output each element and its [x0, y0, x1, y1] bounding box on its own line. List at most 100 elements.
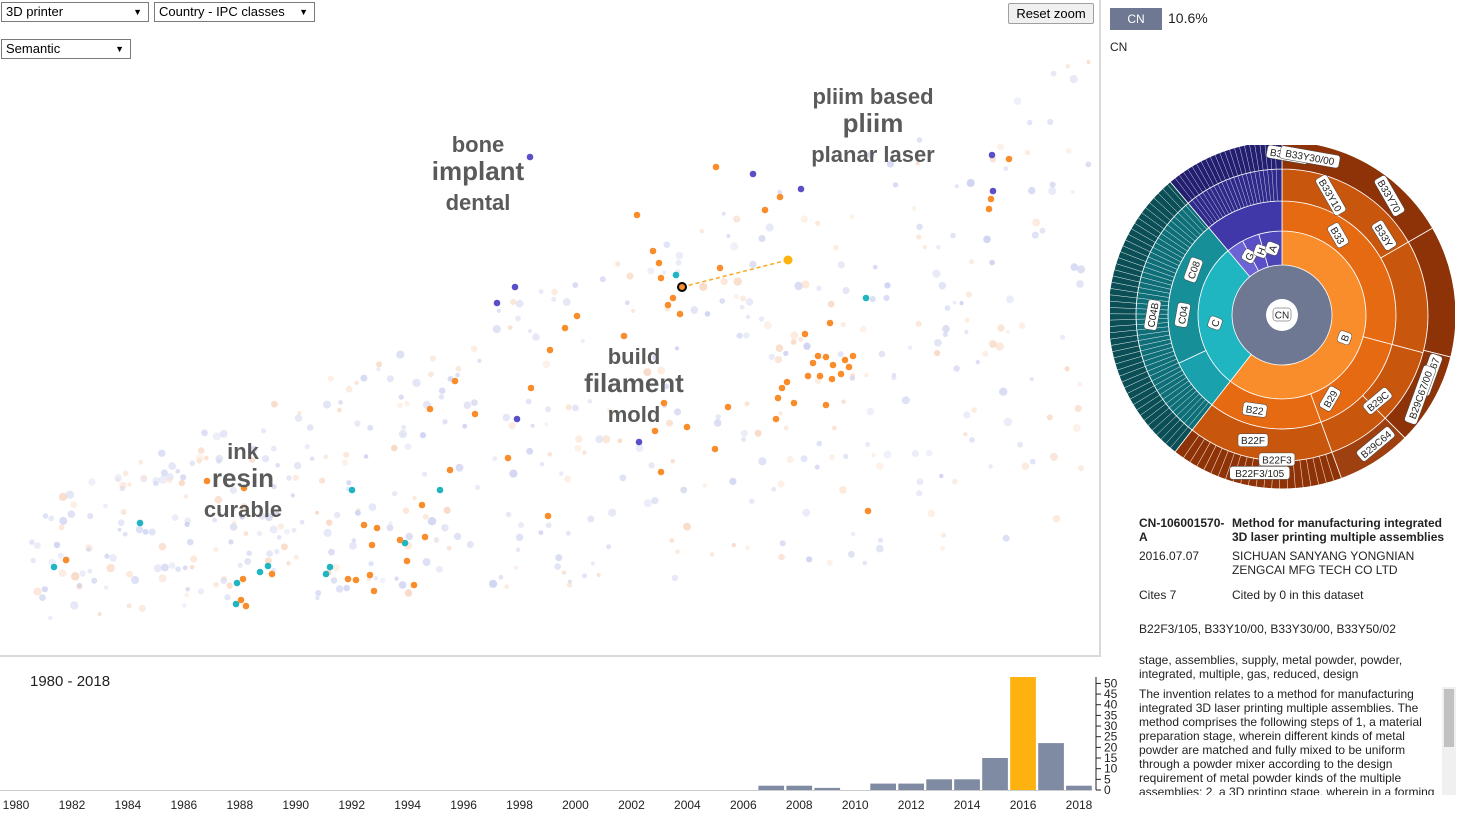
patent-point[interactable]: [86, 547, 90, 551]
patent-point[interactable]: [376, 361, 382, 367]
patent-point[interactable]: [806, 556, 812, 562]
patent-point[interactable]: [518, 522, 524, 528]
patent-point[interactable]: [1025, 150, 1030, 155]
patent-point[interactable]: [582, 450, 587, 455]
patent-point[interactable]: [327, 564, 334, 571]
patent-point[interactable]: [876, 545, 884, 553]
patent-point[interactable]: [412, 379, 420, 387]
patent-point[interactable]: [699, 283, 707, 291]
patent-point[interactable]: [126, 571, 133, 578]
patent-point[interactable]: [801, 455, 808, 462]
patent-point[interactable]: [128, 483, 132, 487]
patent-point[interactable]: [893, 182, 898, 187]
patent-point[interactable]: [564, 476, 571, 483]
patent-point[interactable]: [539, 289, 544, 294]
patent-point[interactable]: [677, 311, 684, 318]
patent-point[interactable]: [213, 582, 219, 588]
patent-point[interactable]: [969, 437, 975, 443]
patent-point[interactable]: [161, 564, 169, 572]
patent-point[interactable]: [1048, 187, 1056, 195]
patent-point[interactable]: [555, 554, 562, 561]
patent-point[interactable]: [621, 333, 628, 340]
patent-point[interactable]: [1047, 119, 1053, 125]
patent-point[interactable]: [1051, 71, 1057, 77]
patent-point[interactable]: [159, 543, 167, 551]
patent-point[interactable]: [755, 430, 762, 437]
patent-point[interactable]: [404, 401, 409, 406]
patent-point[interactable]: [967, 179, 975, 187]
patent-point[interactable]: [631, 309, 635, 313]
patent-point[interactable]: [966, 292, 972, 298]
patent-point[interactable]: [338, 400, 343, 405]
patent-point[interactable]: [779, 385, 786, 392]
patent-point[interactable]: [114, 474, 122, 482]
patent-point[interactable]: [952, 479, 958, 485]
patent-point[interactable]: [1076, 280, 1084, 288]
patent-point[interactable]: [291, 493, 295, 497]
patent-point[interactable]: [764, 321, 772, 329]
patent-point[interactable]: [649, 462, 655, 468]
patent-point[interactable]: [456, 464, 464, 472]
patent-point[interactable]: [619, 474, 626, 481]
patent-point[interactable]: [969, 259, 974, 264]
patent-point[interactable]: [184, 494, 188, 498]
patent-point[interactable]: [829, 454, 835, 460]
patent-point[interactable]: [257, 569, 264, 576]
patent-point[interactable]: [489, 580, 497, 588]
patent-point[interactable]: [1032, 219, 1040, 227]
patent-point[interactable]: [346, 386, 353, 393]
patent-point[interactable]: [798, 186, 805, 193]
patent-point[interactable]: [243, 603, 250, 610]
patent-point[interactable]: [746, 315, 750, 319]
patent-point[interactable]: [917, 478, 924, 485]
patent-point[interactable]: [167, 478, 173, 484]
patent-point[interactable]: [867, 408, 875, 416]
patent-point[interactable]: [1047, 414, 1053, 420]
patent-point[interactable]: [503, 414, 511, 422]
patent-point[interactable]: [169, 562, 176, 569]
patent-point[interactable]: [437, 487, 444, 494]
patent-point[interactable]: [226, 583, 232, 589]
patent-point[interactable]: [48, 616, 52, 620]
patent-point[interactable]: [528, 329, 532, 333]
patent-point[interactable]: [730, 242, 738, 250]
patent-point[interactable]: [323, 571, 330, 578]
patent-point[interactable]: [497, 309, 501, 313]
patent-point[interactable]: [323, 401, 331, 409]
timeline-bar[interactable]: [814, 788, 840, 790]
patent-point[interactable]: [369, 542, 376, 549]
patent-point[interactable]: [51, 564, 58, 571]
timeline-bar[interactable]: [786, 786, 812, 790]
patent-point[interactable]: [1006, 330, 1010, 334]
patent-point[interactable]: [516, 548, 520, 552]
patent-point[interactable]: [201, 429, 208, 436]
patent-point[interactable]: [220, 577, 227, 584]
patent-point[interactable]: [504, 584, 509, 589]
patent-point[interactable]: [428, 517, 436, 525]
patent-point[interactable]: [566, 531, 571, 536]
patent-point[interactable]: [916, 224, 922, 230]
patent-point[interactable]: [982, 351, 988, 357]
patent-point[interactable]: [430, 355, 436, 361]
patent-point[interactable]: [405, 589, 412, 596]
patent-point[interactable]: [455, 373, 460, 378]
patent-point[interactable]: [66, 491, 74, 499]
patent-point[interactable]: [775, 356, 782, 363]
patent-point[interactable]: [509, 422, 516, 429]
patent-point[interactable]: [528, 385, 535, 392]
patent-point[interactable]: [1019, 322, 1026, 329]
patent-point[interactable]: [59, 517, 67, 525]
patent-point[interactable]: [597, 573, 601, 577]
patent-point[interactable]: [776, 344, 784, 352]
patent-point[interactable]: [182, 603, 186, 607]
patent-point[interactable]: [224, 594, 230, 600]
patent-point[interactable]: [817, 441, 823, 447]
patent-point[interactable]: [447, 467, 454, 474]
patent-point[interactable]: [187, 539, 194, 546]
patent-point[interactable]: [334, 512, 340, 518]
patent-point[interactable]: [392, 491, 397, 496]
patent-point[interactable]: [588, 399, 593, 404]
patent-point[interactable]: [294, 462, 301, 469]
patent-point[interactable]: [509, 470, 517, 478]
patent-point[interactable]: [447, 546, 452, 551]
